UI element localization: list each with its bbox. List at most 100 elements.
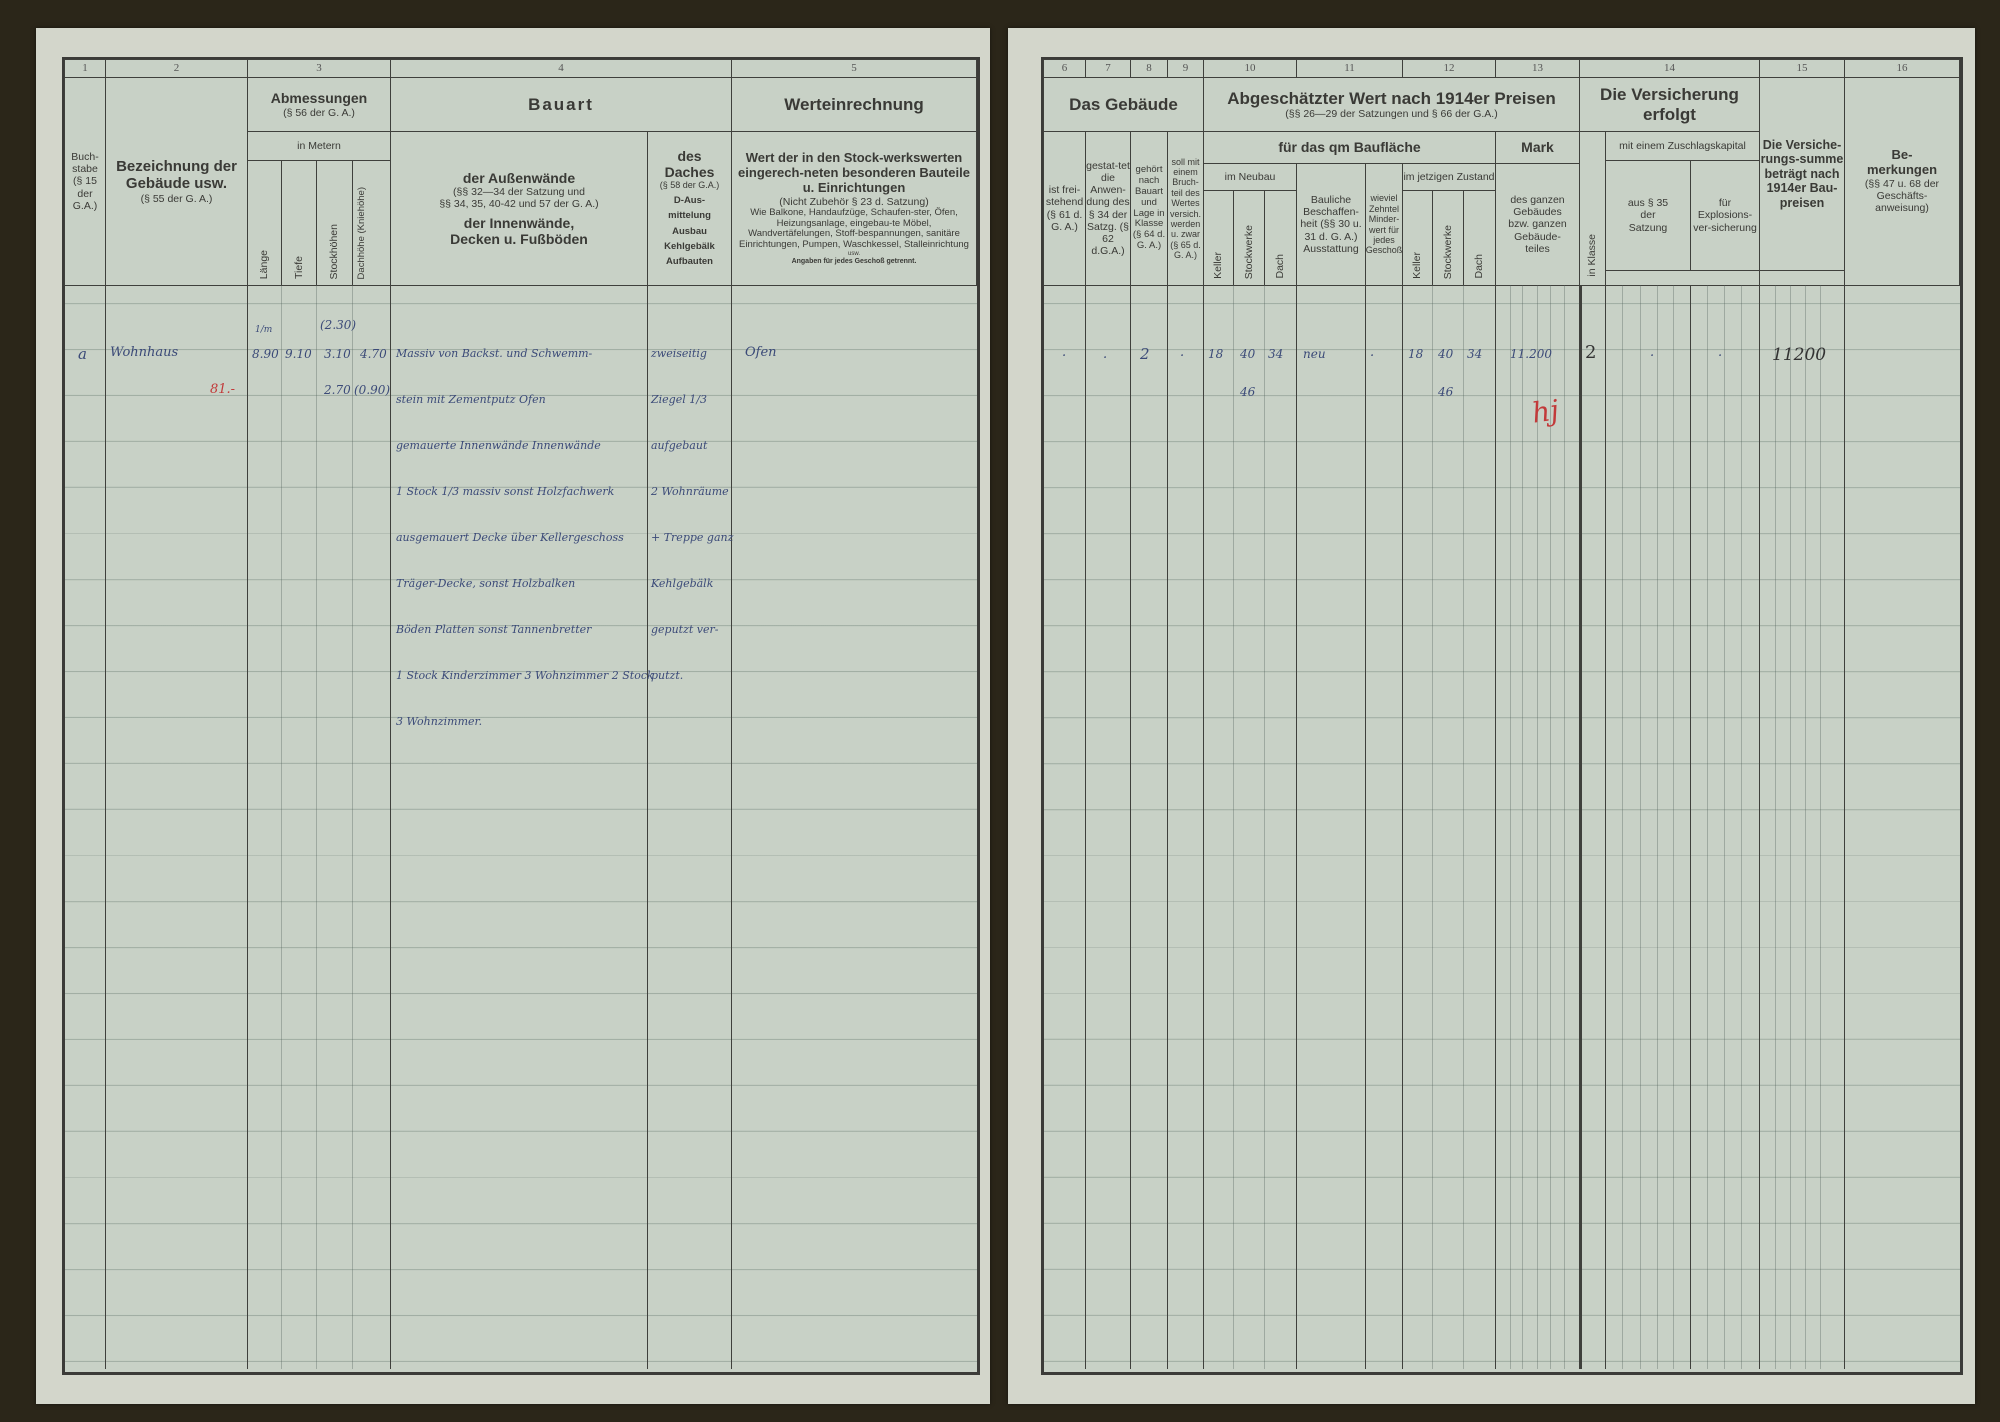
jetzig-keller-header: Keller xyxy=(1402,190,1433,286)
entry-laenge-unit: 1/m xyxy=(255,325,273,335)
entry-bruchteil: . xyxy=(1180,345,1185,360)
bezeichnung-header: Bezeichnung der Gebäude usw. (§ 55 der G… xyxy=(105,77,248,286)
header-spacer xyxy=(1605,270,1760,286)
wert-bauteile-ref: (Nicht Zubehör § 23 d. Satzung) xyxy=(779,195,929,208)
entry-versicherungssumme: 11200 xyxy=(1772,345,1827,365)
in-metern-header: in Metern xyxy=(247,131,391,161)
abmessungen-header: Abmessungen (§ 56 der G. A.) xyxy=(247,77,391,132)
bauliche-header: Bauliche Beschaffen-heit (§§ 30 u. 31 d.… xyxy=(1296,163,1366,286)
entry-bauliche: neu xyxy=(1303,347,1326,361)
col-number-8: 8 xyxy=(1130,59,1168,78)
header-spacer xyxy=(1759,270,1845,286)
aus-35-header: aus § 35 der Satzung xyxy=(1605,160,1691,271)
jetzig-header: im jetzigen Zustand xyxy=(1402,163,1496,191)
ganzes-gebaeude-header: des ganzen Gebäudes bzw. ganzen Gebäude-… xyxy=(1495,163,1580,286)
jetzig-stockwerke-header: Stockwerke xyxy=(1432,190,1464,286)
col-number-1: 1 xyxy=(64,59,106,78)
werteinrechnung-header: Werteinrechnung xyxy=(731,77,977,132)
jetzig-dach-header: Dach xyxy=(1463,190,1496,286)
bezeichnung-ref: (§ 55 der G. A.) xyxy=(140,192,213,205)
entry-klasse: 2 xyxy=(1140,345,1150,363)
qm-bauflaeche-header: für das qm Baufläche xyxy=(1203,131,1496,164)
wert-bauteile-examples: Wie Balkone, Handaufzüge, Schaufen-ster,… xyxy=(739,206,969,251)
stockwerke-label: Stockwerke xyxy=(1441,224,1454,279)
entry-werteinrechnung: Ofen xyxy=(745,345,777,360)
entry-bezeichnung: Wohnhaus xyxy=(110,345,179,360)
in-klasse-label: in Klasse xyxy=(1586,234,1599,277)
bemerkungen-header: Be-merkungen (§§ 47 u. 68 der Geschäfts-… xyxy=(1844,77,1960,286)
entry-buchstabe: a xyxy=(78,345,87,363)
entry-freistehend: . xyxy=(1062,345,1067,360)
handwritten-line: ausgemauert Decke über Kellergeschoss xyxy=(396,531,624,544)
neubau-header: im Neubau xyxy=(1203,163,1297,191)
werteinrechnung-title: Werteinrechnung xyxy=(784,94,924,114)
abmessungen-ref: (§ 56 der G. A.) xyxy=(283,106,355,119)
col-number-15: 15 xyxy=(1759,59,1845,78)
wert-bauteile-usw: usw. xyxy=(847,251,860,258)
keller-label: Keller xyxy=(1212,252,1225,279)
handwritten-line: Träger-Decke, sonst Holzbalken xyxy=(396,577,576,590)
neubau-keller-header: Keller xyxy=(1203,190,1234,286)
entry-mark: 11.200 xyxy=(1510,347,1552,361)
col-number-16: 16 xyxy=(1844,59,1960,78)
neubau-stockwerke-header: Stockwerke xyxy=(1233,190,1265,286)
daches-header: des Daches (§ 58 der G.A.) D-Aus-mittelu… xyxy=(647,131,732,286)
col-number-10: 10 xyxy=(1203,59,1297,78)
aussenwaende-ref1: (§§ 32—34 der Satzung und xyxy=(453,186,585,199)
handwritten-line: stein mit Zementputz Ofen xyxy=(396,393,546,406)
in-klasse-header: in Klasse xyxy=(1579,131,1606,286)
dach-label: Dach xyxy=(1473,254,1486,279)
bauart-header: Bauart xyxy=(390,77,732,132)
entry-dachhoehe-1: 4.70 xyxy=(360,347,387,361)
abgeschaetzter-wert-title: Abgeschätzter Wert nach 1914er Preisen xyxy=(1227,88,1556,108)
entry-jetzig-keller: 18 xyxy=(1408,347,1424,361)
stockhoehen-label: Stockhöhen xyxy=(328,223,341,279)
freistehend-header: ist frei-stehend (§ 61 d. G. A.) xyxy=(1043,131,1086,286)
daches-items: D-Aus-mittelung Ausbau Kehlgebälk Aufbau… xyxy=(664,195,715,268)
entry-jetzig-dach: 34 xyxy=(1467,347,1483,361)
keller-label: Keller xyxy=(1411,252,1424,279)
tiefe-label: Tiefe xyxy=(292,256,305,279)
entry-stockhoehe-top: (2.30) xyxy=(320,318,357,332)
bezeichnung-title: Bezeichnung der Gebäude usw. xyxy=(116,158,237,193)
handwritten-line: zweiseitig xyxy=(651,347,707,360)
handwritten-line: 1 Stock 1/3 massiv sonst Holzfachwerk xyxy=(396,485,615,498)
neubau-dach-header: Dach xyxy=(1264,190,1297,286)
zehntel-header: wieviel Zehntel Minder-wert für jedes Ge… xyxy=(1365,163,1403,286)
innenwaende-title: der Innenwände, Decken u. Fußböden xyxy=(450,214,588,247)
dachhoehe-header: Dachhöhe (Kniehöhe) xyxy=(352,160,391,286)
anwendung-header: gestat-tet die Anwen-dung des § 34 der S… xyxy=(1085,131,1131,286)
handwritten-line: geputzt ver- xyxy=(651,623,719,636)
col-number-13: 13 xyxy=(1495,59,1580,78)
handwritten-line: Ziegel 1/3 xyxy=(651,393,707,406)
abgeschaetzter-wert-header: Abgeschätzter Wert nach 1914er Preisen (… xyxy=(1203,77,1580,132)
entry-neubau-keller: 18 xyxy=(1208,347,1224,361)
bemerkungen-ref: (§§ 47 u. 68 der Geschäfts-anweisung) xyxy=(1864,178,1940,215)
col-number-14: 14 xyxy=(1579,59,1760,78)
col-number-2: 2 xyxy=(105,59,248,78)
handwritten-line: putzt. xyxy=(651,669,684,682)
handwritten-line: gemauerte Innenwände Innenwände xyxy=(396,439,601,452)
entry-red-mark: 81.- xyxy=(210,382,236,397)
daches-ref: (§ 58 der G.A.) xyxy=(659,179,720,190)
entry-laenge: 8.90 xyxy=(252,347,279,361)
entry-zehntel: . xyxy=(1370,345,1375,360)
handwritten-line: 2 Wohnräume xyxy=(651,485,729,498)
entry-neubau-extra: 46 xyxy=(1240,385,1256,399)
handwritten-line: Böden Platten sonst Tannenbretter xyxy=(396,623,592,636)
dach-label: Dach xyxy=(1274,254,1287,279)
col-number-3: 3 xyxy=(247,59,391,78)
entry-jetzig-extra: 46 xyxy=(1438,385,1454,399)
handwritten-line: 1 Stock Kinderzimmer 3 Wohnzimmer 2 Stoc… xyxy=(396,669,654,682)
wert-bauteile-title: Wert der in den Stock-werkswerten einger… xyxy=(738,149,970,195)
entry-versicherung-klasse: 2 xyxy=(1585,342,1597,363)
entry-initials: hj xyxy=(1529,393,1561,430)
col-number-4: 4 xyxy=(390,59,732,78)
entry-neubau-dach: 34 xyxy=(1268,347,1284,361)
gebaeude-header: Das Gebäude xyxy=(1043,77,1204,132)
handwritten-line: aufgebaut xyxy=(651,439,708,452)
abmessungen-title: Abmessungen xyxy=(270,90,368,107)
laenge-label: Länge xyxy=(258,249,271,279)
entry-anwendung: . xyxy=(1103,347,1108,362)
bemerkungen-title: Be-merkungen xyxy=(1866,147,1938,178)
